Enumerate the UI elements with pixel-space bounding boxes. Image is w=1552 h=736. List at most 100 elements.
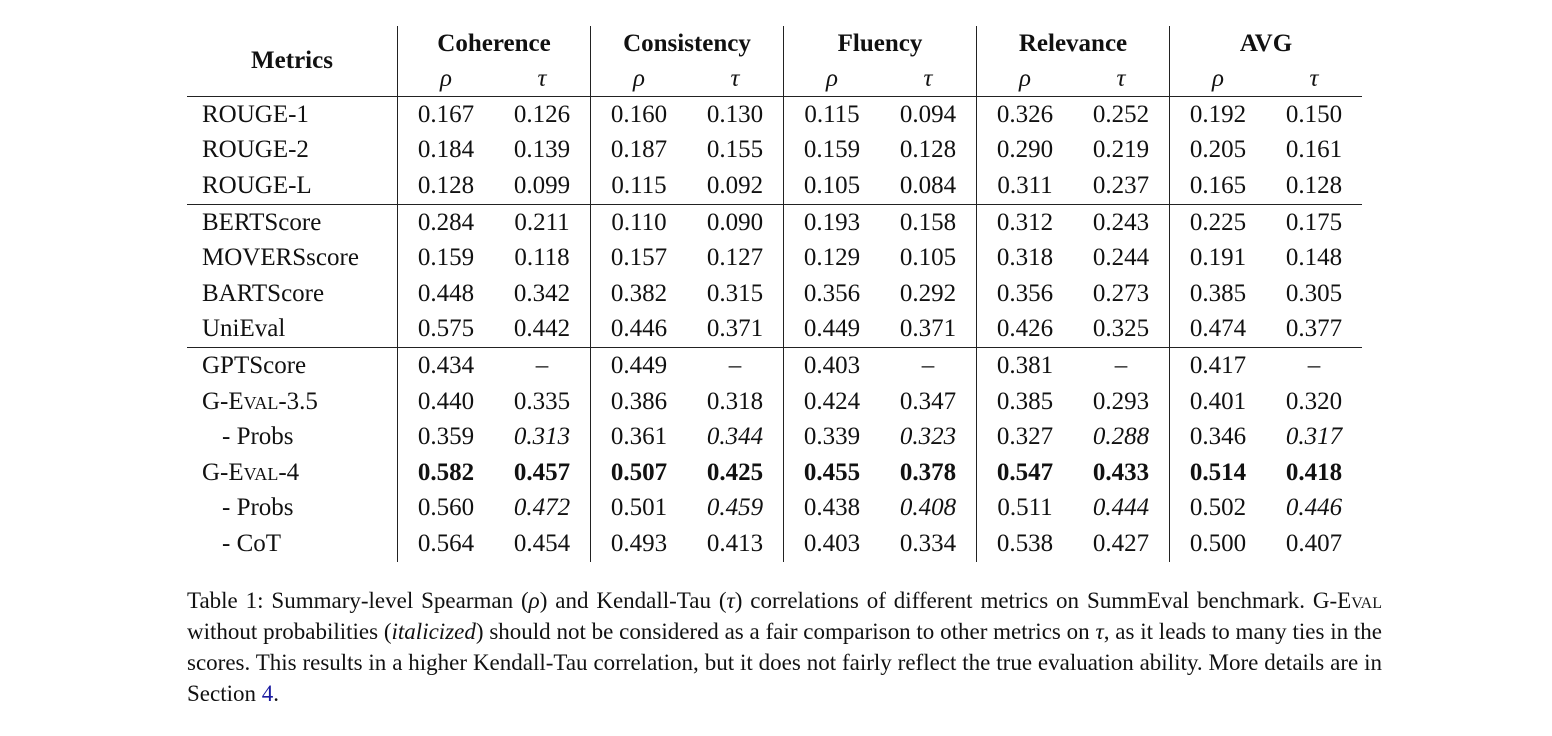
subheader: ρ [783,61,880,97]
cell: 0.427 [1092,529,1150,557]
header-row: Metrics Coherence Consistency Fluency Relev… [187,26,1362,74]
cell: – [1073,347,1170,384]
cell: 0.317 [1285,423,1343,451]
cell: 0.446 [1285,494,1343,522]
cell: 0.290 [976,132,1073,169]
cell: 0.433 [1092,458,1150,486]
table-row: GPTScore 0.434–0.449–0.403–0.381–0.417– [187,347,1362,384]
cell: 0.440 [397,383,494,420]
cell: 0.327 [976,419,1073,455]
table-row: BARTScore 0.448 0.342 0.382 0.315 0.356 0.292 0… [187,275,1362,312]
cell: – [880,347,977,384]
subheader: τ [537,64,547,92]
cell: 0.187 [590,132,687,169]
cell: 0.401 [1169,383,1266,420]
cell: 0.237 [1092,171,1150,199]
row-label: - CoT [222,529,282,557]
cell: 0.094 [880,95,977,133]
caption: Table 1: Summary-level Spearman (ρ) and … [187,585,1382,709]
cell: 0.320 [1285,387,1343,415]
group-header: AVG [1169,26,1362,61]
cell: 0.418 [1285,458,1343,486]
cell: 0.547 [976,454,1073,491]
caption-text: τ [1095,619,1104,644]
cell: 0.312 [976,203,1073,241]
cell: 0.356 [783,275,880,312]
caption-text: ρ [528,588,540,613]
group-header: Fluency [783,26,977,61]
cell: 0.323 [899,423,957,451]
caption-text: Table 1: Summary-level Spearman ( [187,588,529,613]
cell: 0.507 [590,454,687,491]
cell: 0.434 [397,347,494,384]
subheader: τ [1309,64,1319,92]
cell: 0.128 [397,168,494,205]
cell: 0.159 [397,240,494,276]
cell: 0.426 [976,311,1073,348]
table-row: - Probs 0.359 0.313 0.361 0.344 0.339 0.323 0.3… [187,419,1362,455]
cell: 0.444 [1092,494,1150,522]
row-label: UniEval [202,315,286,343]
cell: 0.192 [1169,95,1266,133]
cell: 0.449 [783,311,880,348]
cell: 0.474 [1169,311,1266,348]
row-label: BERTScore [187,203,398,241]
cell: 0.560 [397,490,494,527]
cell: 0.457 [513,458,571,486]
cell: 0.361 [590,419,687,455]
cell: 0.090 [687,203,784,241]
cell: 0.501 [590,490,687,527]
row-label: - Probs [222,423,294,451]
cell: 0.158 [880,203,977,241]
cell: 0.219 [1092,136,1150,164]
cell: 0.305 [1285,279,1343,307]
cell: – [1266,347,1362,384]
cell: 0.318 [706,387,764,415]
cell: 0.155 [706,136,764,164]
cell: 0.385 [976,383,1073,420]
row-label: BARTScore [202,279,325,307]
caption-text: τ [726,588,735,613]
row-label: ROUGE-2 [202,136,309,164]
cell: 0.288 [1092,423,1150,451]
subheader: τ [730,64,740,92]
cell: 0.118 [514,244,570,272]
cell: 0.417 [1169,347,1266,384]
table-row: ROUGE-L 0.128 0.099 0.115 0.092 0.105 0.084 0.3… [187,168,1362,205]
cell: 0.252 [1073,95,1170,133]
row-label: MOVERSscore [202,244,359,272]
cell: 0.139 [513,136,571,164]
table-body: ROUGE-1 0.167 0.126 0.160 0.130 0.115 0.094 0.3… [187,95,1362,562]
cell: 0.371 [706,315,764,343]
cell: 0.403 [783,347,880,384]
cell: 0.335 [513,387,571,415]
cell: 0.128 [1285,171,1343,199]
group-header: Consistency [590,26,784,61]
cell: 0.150 [1266,95,1362,133]
cell: 0.205 [1169,132,1266,169]
cell: 0.347 [899,387,957,415]
group-header: Relevance [976,26,1170,61]
cell: 0.371 [899,315,957,343]
cell: 0.454 [513,529,571,557]
header-cell: Metrics [251,47,333,74]
cell: 0.315 [706,279,764,307]
cell: 0.378 [899,458,957,486]
caption-text: 4 [261,681,274,706]
cell: 0.311 [976,168,1073,205]
cell: 0.438 [783,490,880,527]
subheader: τ [1116,64,1126,92]
cell: 0.211 [494,203,591,241]
table-row: MOVERSscore 0.159 0.118 0.157 0.127 0.129 0.10… [187,240,1362,276]
subheader: ρ [590,61,687,97]
cell: 0.273 [1092,279,1150,307]
cell: 0.148 [1285,244,1343,272]
cell: 0.130 [687,95,784,133]
cell: 0.493 [590,526,687,562]
cell: 0.105 [783,168,880,205]
cell: 0.344 [706,423,764,451]
cell: 0.127 [706,244,764,272]
cell: 0.413 [706,529,764,557]
